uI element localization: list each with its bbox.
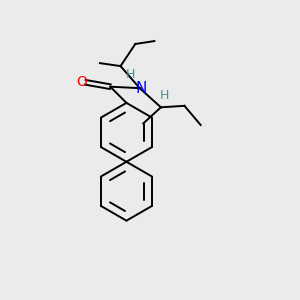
Text: N: N [136,81,147,96]
Text: O: O [76,75,87,89]
Text: H: H [159,89,169,102]
Text: H: H [126,68,135,81]
